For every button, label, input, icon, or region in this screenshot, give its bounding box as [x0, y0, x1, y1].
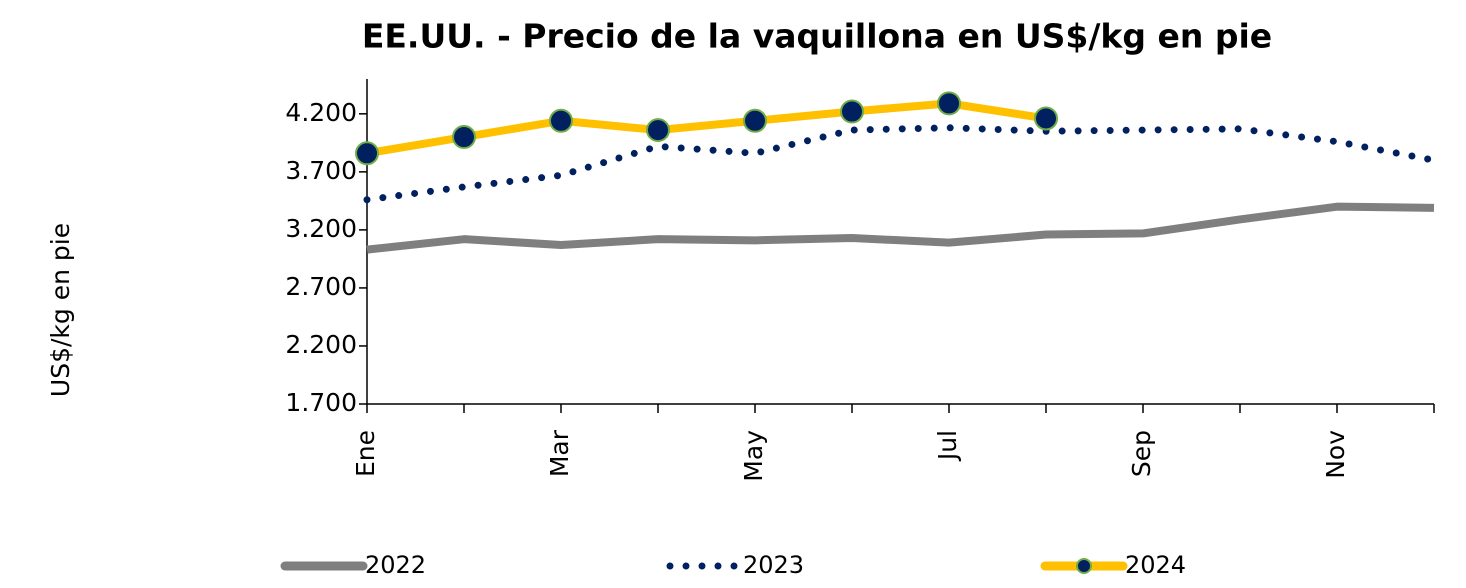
y-axis-label: US$/kg en pie: [46, 223, 75, 397]
y-tick-label: 3.200: [285, 214, 357, 243]
series-marker: [1034, 106, 1058, 131]
y-tick-label: 2.700: [285, 272, 357, 301]
legend-marker: [1076, 558, 1092, 574]
series-marker: [937, 91, 961, 116]
y-tick-label: 3.700: [285, 156, 357, 185]
series-marker: [452, 125, 476, 150]
series-line: [366, 202, 1435, 254]
legend-label: 2022: [365, 551, 426, 579]
legend-label: 2024: [1125, 551, 1186, 579]
series-marker: [549, 108, 573, 133]
series-line: [363, 124, 1438, 204]
series-marker: [646, 118, 670, 143]
x-tick-label: Jul: [933, 430, 962, 462]
y-tick-label: 2.200: [285, 330, 357, 359]
series-marker: [355, 141, 379, 166]
x-tick-label: Nov: [1321, 430, 1350, 479]
legend-label: 2023: [743, 551, 804, 579]
series-marker: [743, 108, 767, 133]
x-tick-label: Sep: [1127, 430, 1156, 477]
x-tick-label: May: [739, 430, 768, 482]
y-tick-label: 4.200: [285, 98, 357, 127]
x-tick-label: Ene: [351, 430, 380, 477]
y-tick-label: 1.700: [285, 388, 357, 417]
x-tick-label: Mar: [545, 429, 574, 477]
series-marker: [840, 99, 864, 124]
chart-title: EE.UU. - Precio de la vaquillona en US$/…: [362, 17, 1272, 56]
series-line: [366, 99, 1047, 158]
